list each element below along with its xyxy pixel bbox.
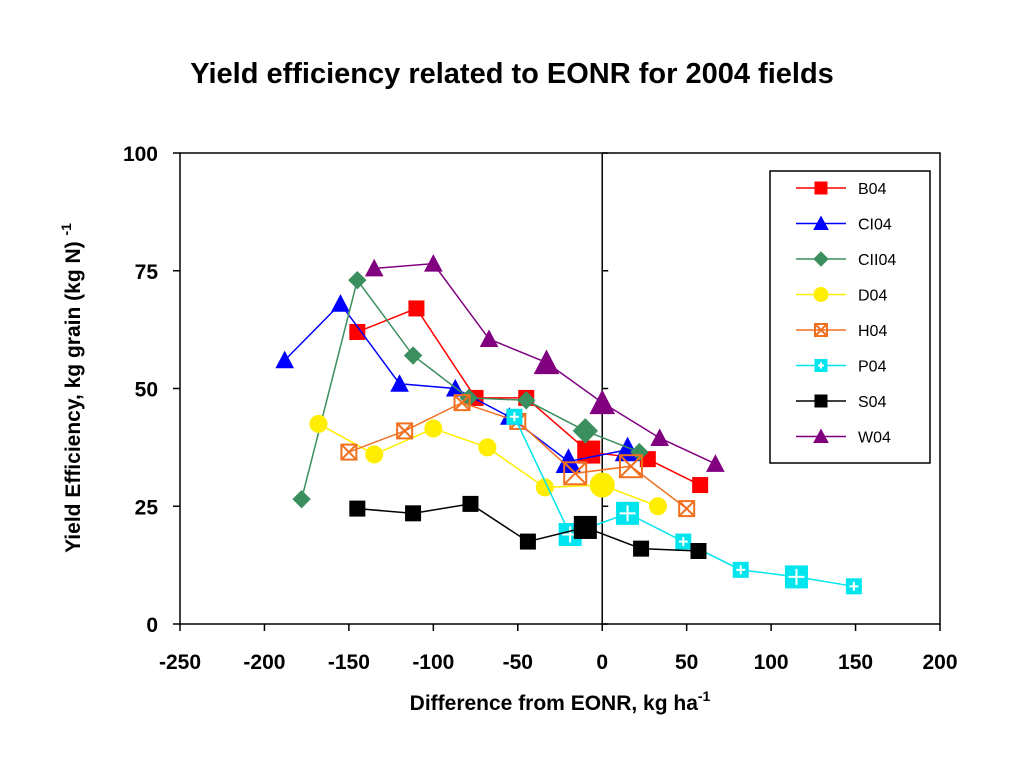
legend-entry-cii04: CII04 (796, 251, 896, 269)
legend-entry-b04: B04 (796, 181, 887, 198)
data-point (349, 500, 366, 517)
data-point (563, 461, 588, 486)
series-w04 (364, 254, 725, 472)
data-point (348, 270, 367, 290)
data-point (572, 418, 599, 444)
x-tick-label: -200 (243, 651, 285, 674)
legend-label: H04 (858, 323, 887, 340)
chart-title: Yield efficiency related to EONR for 200… (190, 58, 834, 90)
data-point (331, 294, 350, 312)
legend-label: CI04 (858, 217, 892, 234)
x-tick-label: 100 (754, 651, 789, 674)
data-point (517, 391, 536, 410)
data-point (533, 349, 560, 375)
axis-labels: Difference from EONR, kg ha-1 Yield Effic… (58, 223, 711, 715)
data-point (340, 443, 358, 461)
data-point (589, 389, 616, 415)
legend-entry-h04: H04 (796, 323, 887, 340)
x-tick-label: 0 (596, 651, 608, 674)
data-point (675, 533, 692, 550)
data-point (390, 374, 409, 392)
data-point (424, 419, 443, 438)
x-tick-label: -250 (159, 651, 201, 674)
data-point (405, 505, 422, 522)
data-point (650, 428, 669, 446)
y-tick-label: 100 (123, 143, 158, 166)
data-point (408, 300, 425, 317)
y-tick-label: 75 (135, 261, 159, 284)
series-s04 (349, 495, 707, 559)
series-d04 (309, 414, 667, 516)
legend-marker (814, 323, 828, 337)
y-tick-label: 50 (135, 379, 158, 402)
data-point (453, 394, 471, 412)
legend-entry-w04: W04 (796, 428, 891, 447)
data-point (706, 454, 725, 472)
data-point (462, 495, 479, 512)
data-point (364, 258, 384, 277)
data-point (478, 438, 497, 457)
series-cii04 (292, 270, 649, 509)
legend-marker (813, 215, 829, 230)
legend: B04 CI04 CII04 D04 H04 P04 S04 W04 (769, 170, 931, 464)
legend-entry-d04: D04 (796, 287, 887, 305)
data-point (349, 323, 366, 340)
data-point (589, 472, 615, 498)
series-layer (275, 254, 862, 595)
data-point (479, 329, 499, 348)
legend-label: B04 (858, 181, 887, 198)
x-tick-label: 200 (922, 651, 957, 674)
data-point (555, 448, 582, 474)
data-point (692, 477, 709, 494)
x-tick-label: 50 (675, 651, 698, 674)
data-point (506, 408, 523, 425)
data-point (678, 500, 696, 518)
legend-label: P04 (858, 359, 887, 376)
data-point (648, 497, 667, 516)
data-point (424, 254, 443, 272)
legend-marker (813, 251, 829, 267)
data-point (618, 454, 643, 479)
axes-layer: -250 -200 -150 -100 -50 0 50 100 150 200 0 25 50 75 10… (123, 143, 958, 674)
legend-marker (813, 287, 829, 302)
data-point (690, 542, 707, 559)
legend-marker (814, 394, 828, 408)
data-point (519, 533, 536, 550)
data-point (573, 515, 597, 539)
legend-box (769, 170, 931, 464)
data-point (616, 501, 640, 525)
y-axis-label: Yield Efficiency, kg grain (kg N) -1 (58, 223, 85, 553)
x-tick-label: -50 (503, 651, 533, 674)
y-tick-label: 0 (146, 614, 158, 637)
y-tick-label: 25 (135, 496, 159, 519)
legend-marker (813, 428, 829, 443)
legend-label: CII04 (858, 252, 896, 269)
data-point (577, 440, 601, 464)
x-tick-label: -150 (328, 651, 370, 674)
x-axis-label: Difference from EONR, kg ha-1 (410, 688, 711, 715)
legend-entry-s04: S04 (796, 394, 887, 411)
data-point (309, 414, 328, 433)
data-point (275, 350, 295, 369)
data-point (365, 445, 384, 464)
data-point (403, 346, 423, 365)
legend-marker (814, 359, 828, 372)
x-tick-label: -100 (412, 651, 454, 674)
x-tick-label: 150 (838, 651, 873, 674)
legend-entry-ci04: CI04 (796, 215, 892, 234)
data-point (732, 561, 749, 578)
legend-label: W04 (858, 430, 891, 447)
data-point (784, 565, 808, 589)
legend-marker (814, 181, 828, 195)
data-point (633, 540, 650, 557)
data-point (292, 489, 311, 509)
legend-entry-p04: P04 (796, 359, 887, 376)
data-point (630, 442, 649, 462)
legend-label: D04 (858, 288, 887, 305)
legend-label: S04 (858, 394, 887, 411)
data-point (845, 578, 862, 595)
data-point (396, 422, 414, 440)
